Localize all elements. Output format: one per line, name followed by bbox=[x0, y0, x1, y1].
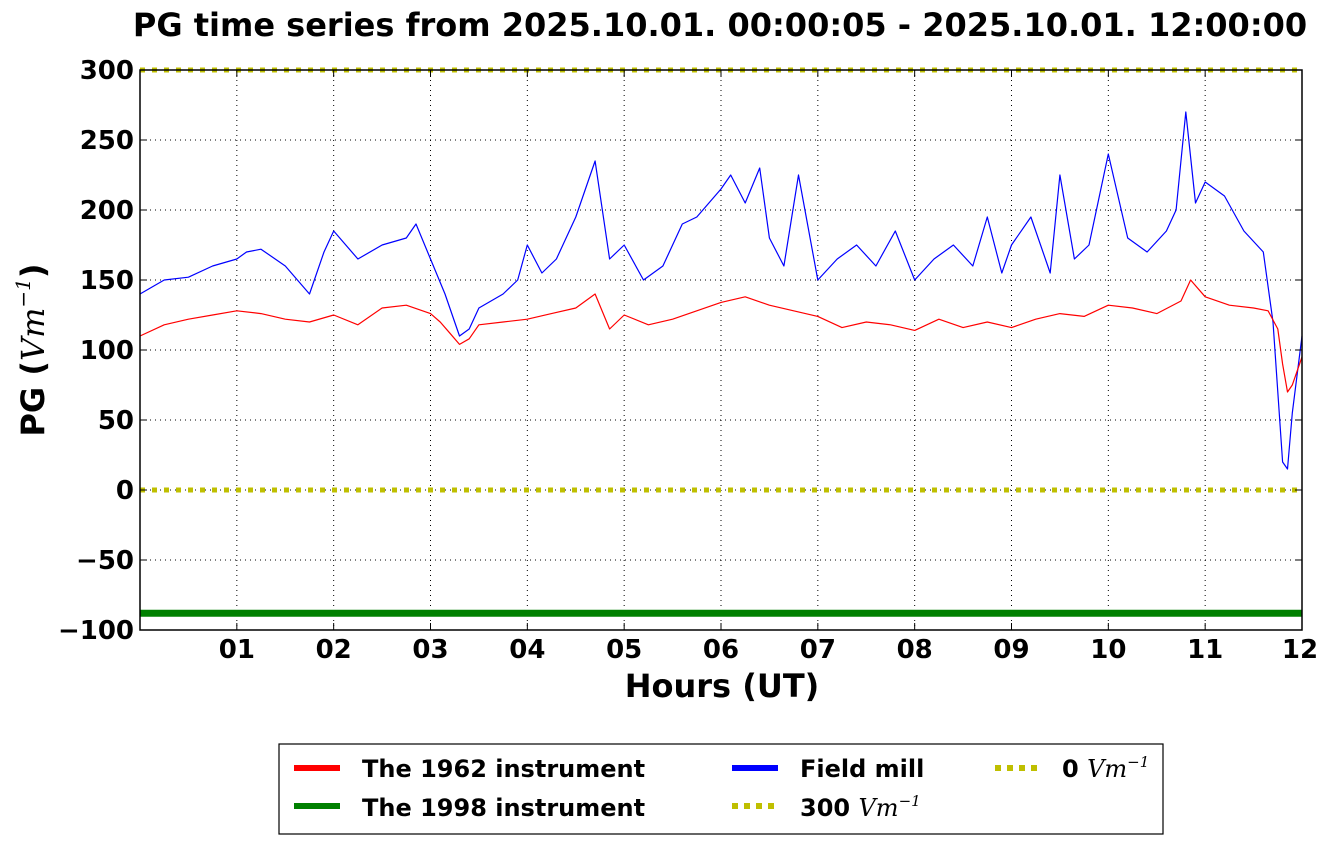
y-tick-labels: 300 250 200 150 100 50 0 −50 −100 bbox=[58, 56, 134, 646]
x-tick-label: 06 bbox=[703, 635, 739, 665]
legend-label-1962: The 1962 instrument bbox=[362, 755, 645, 783]
series-layer bbox=[139, 67, 1303, 617]
legend-label-300-unit: Vm bbox=[858, 794, 898, 822]
y-axis-label-unit: Vm bbox=[14, 308, 52, 361]
series-line-2 bbox=[139, 111, 1303, 470]
series-line-0 bbox=[139, 279, 1303, 393]
x-tick-label: 01 bbox=[219, 635, 255, 665]
gridlines bbox=[140, 69, 1303, 631]
tick-marks bbox=[140, 69, 1303, 631]
y-tick-label: 100 bbox=[80, 336, 134, 366]
x-tick-label: 02 bbox=[316, 635, 352, 665]
y-tick-label: 150 bbox=[80, 266, 134, 296]
legend-label-0: 0 Vm−1 bbox=[1062, 753, 1149, 783]
chart-title: PG time series from 2025.10.01. 00:00:05… bbox=[133, 6, 1307, 44]
legend-label-1998: The 1998 instrument bbox=[362, 794, 645, 822]
y-tick-label: −50 bbox=[76, 546, 134, 576]
x-tick-label: 07 bbox=[800, 635, 836, 665]
y-axis-label: PG (Vm−1) bbox=[11, 263, 52, 436]
x-tick-label: 04 bbox=[509, 635, 545, 665]
y-axis-label-exponent: −1 bbox=[11, 278, 35, 307]
y-tick-label: −100 bbox=[58, 616, 134, 646]
x-tick-label: 12 bbox=[1282, 635, 1318, 665]
x-tick-label: 09 bbox=[993, 635, 1029, 665]
x-tick-label: 10 bbox=[1090, 635, 1126, 665]
x-tick-label: 08 bbox=[897, 635, 933, 665]
legend-label-300-value: 300 bbox=[800, 794, 850, 822]
x-axis-label: Hours (UT) bbox=[625, 667, 820, 705]
x-tick-label: 11 bbox=[1187, 635, 1223, 665]
x-tick-labels: 01 02 03 04 05 06 07 08 09 10 11 12 bbox=[219, 635, 1318, 665]
legend-label-0-value: 0 bbox=[1062, 755, 1079, 783]
legend-box bbox=[278, 743, 1164, 835]
legend-label-field-mill: Field mill bbox=[800, 755, 924, 783]
y-axis-label-suffix: ) bbox=[14, 263, 52, 278]
legend-label-0-unit: Vm bbox=[1087, 755, 1127, 783]
x-tick-label: 03 bbox=[412, 635, 448, 665]
y-tick-label: 250 bbox=[80, 126, 134, 156]
y-tick-label: 300 bbox=[80, 56, 134, 86]
y-tick-label: 0 bbox=[116, 476, 134, 506]
legend-label-0-exp: −1 bbox=[1127, 753, 1149, 771]
legend: The 1962 instrument The 1998 instrument … bbox=[278, 743, 1164, 835]
x-tick-label: 05 bbox=[606, 635, 642, 665]
y-tick-label: 50 bbox=[98, 406, 134, 436]
y-axis-label-prefix: PG ( bbox=[14, 361, 52, 436]
legend-label-300-exp: −1 bbox=[899, 792, 921, 810]
y-tick-label: 200 bbox=[80, 196, 134, 226]
legend-label-300: 300 Vm−1 bbox=[800, 792, 921, 822]
